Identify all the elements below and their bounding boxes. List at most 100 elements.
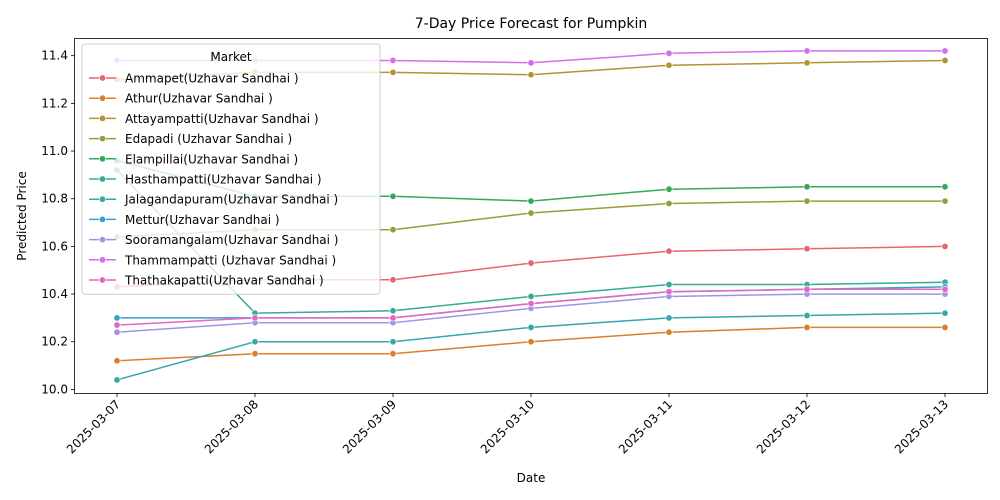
data-point xyxy=(389,226,397,234)
data-point xyxy=(389,276,397,284)
data-point xyxy=(113,314,121,322)
data-point xyxy=(941,183,949,191)
data-point xyxy=(527,300,535,308)
data-point xyxy=(941,309,949,317)
legend-label: Sooramangalam(Uzhavar Sandhai ) xyxy=(125,233,339,247)
data-point xyxy=(251,338,259,346)
y-tick-label: 11.4 xyxy=(41,49,68,63)
y-tick-label: 10.8 xyxy=(41,192,68,206)
legend-label: Edapadi (Uzhavar Sandhai ) xyxy=(125,132,292,146)
x-tick-label: 2025-03-07 xyxy=(64,397,123,456)
series-5 xyxy=(113,166,949,317)
legend-label: Athur(Uzhavar Sandhai ) xyxy=(125,92,273,106)
y-tick-label: 11.0 xyxy=(41,144,68,158)
legend-item: Sooramangalam(Uzhavar Sandhai ) xyxy=(89,233,339,247)
data-point xyxy=(389,68,397,76)
legend-marker xyxy=(99,94,107,102)
data-point xyxy=(113,328,121,336)
data-point xyxy=(113,357,121,365)
x-axis-label: Date xyxy=(517,471,546,485)
data-point xyxy=(527,59,535,67)
data-point xyxy=(941,47,949,55)
legend-item: Thathakapatti(Uzhavar Sandhai ) xyxy=(89,274,324,288)
legend-label: Jalagandapuram(Uzhavar Sandhai ) xyxy=(124,193,338,207)
data-point xyxy=(251,350,259,358)
x-tick-label: 2025-03-09 xyxy=(340,397,399,456)
data-point xyxy=(803,197,811,205)
legend-marker xyxy=(99,215,107,223)
legend-item: Mettur(Uzhavar Sandhai ) xyxy=(89,213,280,227)
data-point xyxy=(527,197,535,205)
legend-item: Ammapet(Uzhavar Sandhai ) xyxy=(89,72,299,86)
data-point xyxy=(803,245,811,253)
legend-marker xyxy=(99,256,107,264)
legend-item: Attayampatti(Uzhavar Sandhai ) xyxy=(89,112,319,126)
x-tick-label: 2025-03-08 xyxy=(202,397,261,456)
data-point xyxy=(941,323,949,331)
data-point xyxy=(527,338,535,346)
data-point xyxy=(803,323,811,331)
data-point xyxy=(527,259,535,267)
legend-label: Ammapet(Uzhavar Sandhai ) xyxy=(125,72,299,86)
legend-box xyxy=(81,43,381,295)
series-8 xyxy=(113,290,949,336)
legend-item: Jalagandapuram(Uzhavar Sandhai ) xyxy=(89,193,338,207)
data-point xyxy=(665,288,673,296)
legend-item: Edapadi (Uzhavar Sandhai ) xyxy=(89,132,292,146)
legend-marker xyxy=(99,155,107,163)
data-point xyxy=(803,59,811,67)
legend-marker xyxy=(99,236,107,244)
data-point xyxy=(803,312,811,320)
data-point xyxy=(389,307,397,315)
y-tick-label: 10.2 xyxy=(41,335,68,349)
legend-title: Market xyxy=(210,50,252,64)
legend-item: Athur(Uzhavar Sandhai ) xyxy=(89,92,273,106)
chart-title: 7-Day Price Forecast for Pumpkin xyxy=(415,16,648,32)
y-tick-label: 11.2 xyxy=(41,96,68,110)
data-point xyxy=(941,56,949,64)
data-point xyxy=(665,314,673,322)
data-point xyxy=(665,281,673,289)
data-point xyxy=(527,323,535,331)
legend-marker xyxy=(99,195,107,203)
y-axis-label: Predicted Price xyxy=(15,171,29,260)
data-point xyxy=(941,242,949,250)
legend-label: Thammampatti (Uzhavar Sandhai ) xyxy=(124,253,336,267)
plot-frame xyxy=(74,38,988,394)
data-point xyxy=(803,285,811,293)
data-point xyxy=(665,328,673,336)
legend-label: Mettur(Uzhavar Sandhai ) xyxy=(125,213,280,227)
legend-item: Hasthampatti(Uzhavar Sandhai ) xyxy=(89,173,322,187)
data-point xyxy=(665,185,673,193)
data-point xyxy=(941,197,949,205)
data-point xyxy=(113,376,121,384)
data-point xyxy=(803,183,811,191)
x-tick-label: 2025-03-13 xyxy=(892,397,951,456)
legend-marker xyxy=(99,114,107,122)
y-tick-label: 10.0 xyxy=(41,382,68,396)
x-tick-label: 2025-03-12 xyxy=(754,397,813,456)
series-6 xyxy=(113,309,949,384)
data-point xyxy=(389,192,397,200)
data-point xyxy=(389,350,397,358)
legend-label: Elampillai(Uzhavar Sandhai ) xyxy=(125,152,298,166)
y-tick-label: 10.4 xyxy=(41,287,68,301)
x-tick-label: 2025-03-11 xyxy=(616,397,675,456)
legend-item: Elampillai(Uzhavar Sandhai ) xyxy=(89,152,298,166)
data-point xyxy=(527,71,535,79)
legend-marker xyxy=(99,175,107,183)
legend-label: Hasthampatti(Uzhavar Sandhai ) xyxy=(125,173,322,187)
data-point xyxy=(527,292,535,300)
legend-item: Thammampatti (Uzhavar Sandhai ) xyxy=(89,253,336,267)
legend-marker xyxy=(99,74,107,82)
data-point xyxy=(527,209,535,217)
data-point xyxy=(389,56,397,64)
legend-label: Attayampatti(Uzhavar Sandhai ) xyxy=(125,112,319,126)
legend-marker xyxy=(99,135,107,143)
data-point xyxy=(665,49,673,57)
data-point xyxy=(665,247,673,255)
data-point xyxy=(389,314,397,322)
legend: Market Ammapet(Uzhavar Sandhai ) Athur(Uzh… xyxy=(81,43,381,295)
legend-label: Thathakapatti(Uzhavar Sandhai ) xyxy=(124,274,324,288)
